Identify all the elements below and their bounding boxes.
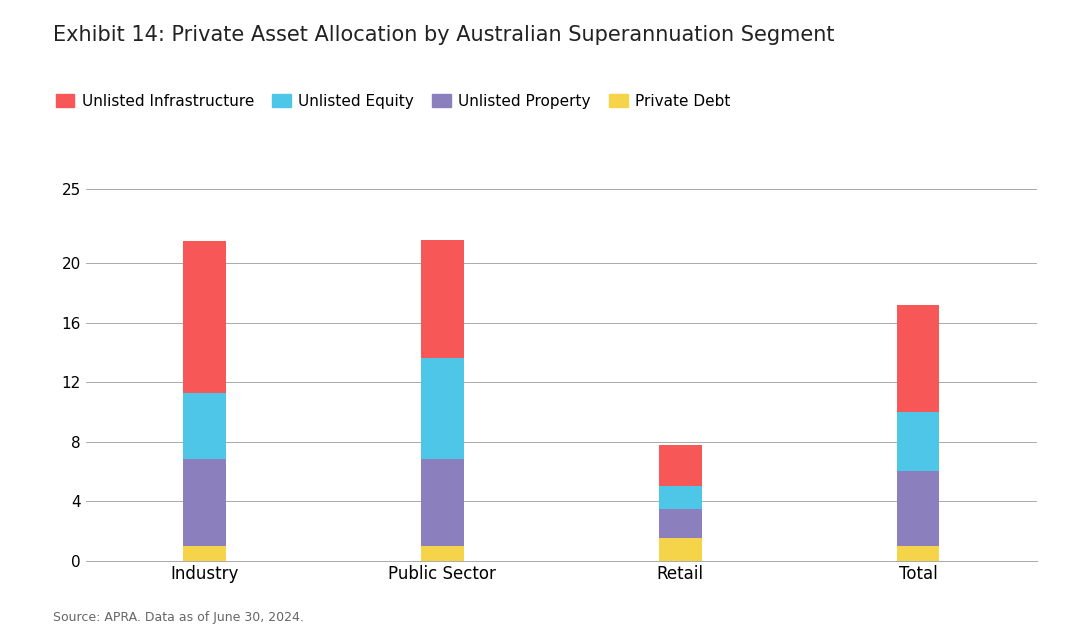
Bar [659,508,701,538]
Bar [421,240,464,359]
Legend: Unlisted Infrastructure, Unlisted Equity, Unlisted Property, Private Debt: Unlisted Infrastructure, Unlisted Equity… [56,94,730,109]
Bar [421,546,464,561]
Bar [183,459,226,546]
Bar [897,305,940,412]
Bar [183,546,226,561]
Bar [659,538,701,561]
Bar [421,459,464,546]
Bar [183,241,226,392]
Text: Exhibit 14: Private Asset Allocation by Australian Superannuation Segment: Exhibit 14: Private Asset Allocation by … [53,25,835,45]
Bar [897,471,940,546]
Text: Source: APRA. Data as of June 30, 2024.: Source: APRA. Data as of June 30, 2024. [53,612,305,624]
Bar [897,412,940,471]
Bar [659,445,701,486]
Bar [183,392,226,459]
Bar [421,359,464,459]
Bar [897,546,940,561]
Bar [659,486,701,508]
